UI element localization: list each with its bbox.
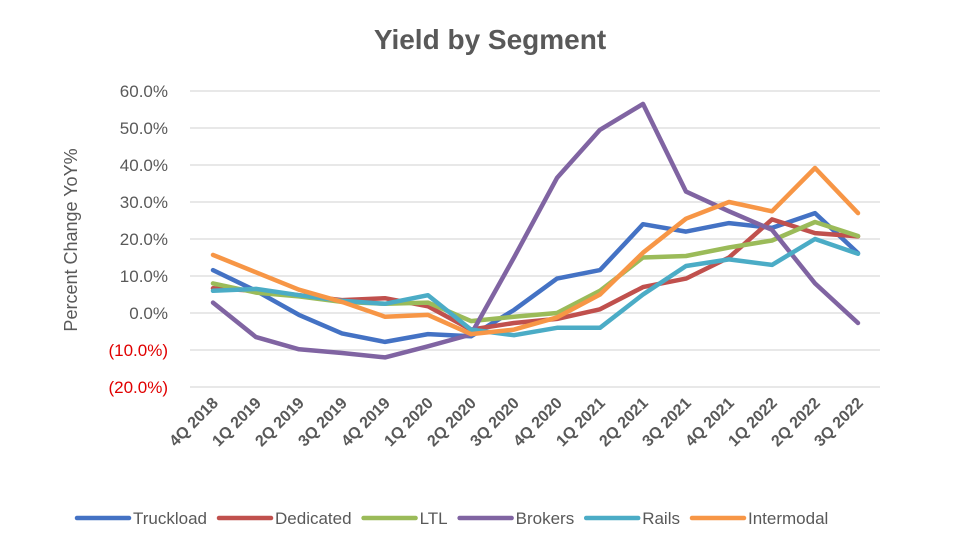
series-line-truckload xyxy=(210,210,861,345)
series-line-brokers xyxy=(210,101,861,360)
y-tick-label: 40.0% xyxy=(120,156,168,175)
series-lines xyxy=(210,101,861,360)
y-tick-label: (10.0%) xyxy=(108,341,168,360)
series-line-intermodal xyxy=(210,165,861,337)
y-tick-label: 50.0% xyxy=(120,119,168,138)
y-axis-label: Percent Change YoY% xyxy=(61,148,81,331)
legend-label: Truckload xyxy=(133,509,207,528)
legend-item-truckload: Truckload xyxy=(74,509,207,528)
y-tick-label: 20.0% xyxy=(120,230,168,249)
y-tick-label: 60.0% xyxy=(120,82,168,101)
y-tick-label: (20.0%) xyxy=(108,378,168,397)
legend-item-dedicated: Dedicated xyxy=(216,509,352,528)
legend-label: LTL xyxy=(420,509,448,528)
y-axis-ticks: 60.0% 50.0% 40.0% 30.0% 20.0% 10.0% 0.0% (10.0%… xyxy=(108,82,168,397)
legend-label: Dedicated xyxy=(275,509,352,528)
legend-item-intermodal: Intermodal xyxy=(689,509,828,528)
legend-item-ltl: LTL xyxy=(361,509,448,528)
gridlines xyxy=(190,90,880,388)
legend-label: Rails xyxy=(642,509,680,528)
legend-label: Brokers xyxy=(516,509,575,528)
legend-item-rails: Rails xyxy=(583,509,680,528)
y-tick-label: 10.0% xyxy=(120,267,168,286)
y-tick-label: 30.0% xyxy=(120,193,168,212)
legend-item-brokers: Brokers xyxy=(457,509,575,528)
legend: Truckload Dedicated LTL Brokers Rails Intermo… xyxy=(74,509,828,528)
chart-title: Yield by Segment xyxy=(374,24,606,55)
series-line-ltl xyxy=(210,219,861,324)
legend-label: Intermodal xyxy=(748,509,828,528)
y-tick-label: 0.0% xyxy=(129,304,168,323)
